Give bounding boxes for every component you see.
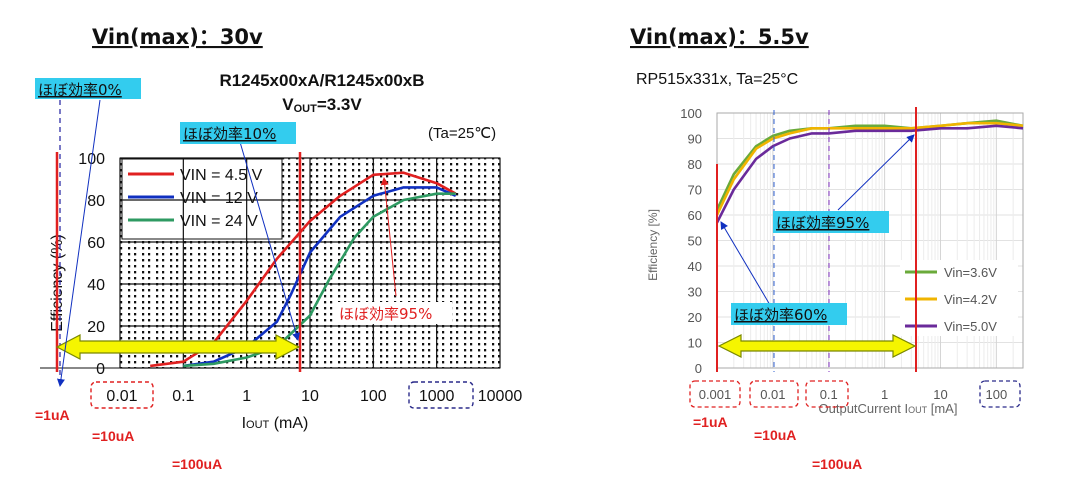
right-y-tick-label: 40 [688,259,702,274]
left-tick-box-1000 [408,381,474,409]
left-y-tick-label: 0 [96,361,105,378]
left-x-tick-label: 0.01 [106,388,137,405]
left-x-tick-label: 1000 [419,388,455,405]
left-label-0pct-bg [35,78,141,99]
right-y-ticks: 0 10 20 30 40 50 60 70 80 90 100 [680,106,702,376]
right-tick-box-100 [979,380,1021,408]
right-label-95pct: ほぼ効率95% [776,214,869,232]
right-arrow-95pct [837,134,915,211]
left-arrow-95pct [380,177,397,297]
left-label-10pct-bg [180,122,296,144]
right-note-100uA: =100uA [812,456,862,472]
right-y-tick-label: 70 [688,183,702,198]
right-heading: Vin(max)：5.5v [630,25,809,49]
right-x-axis-label: OutputCurrent IOUT [mA] [819,401,958,416]
right-x-tick-label: 0.001 [699,387,732,402]
left-y-tick-label: 60 [87,235,105,252]
left-x-tick-label: 10000 [478,388,523,405]
right-series-group [715,119,1024,224]
right-legend-label-2: Vin=5.0V [944,319,997,334]
left-y-tick-label: 40 [87,277,105,294]
right-range-arrow [717,334,917,358]
left-plot-frame [119,157,501,369]
left-arrow-10pct [239,141,300,341]
left-label-95pct-bg [336,302,452,324]
right-series-line-1 [715,121,1024,216]
right-y-axis-label: Efficiency [%] [646,209,660,281]
left-note-1uA: =1uA [35,407,70,423]
left-y-ticks: 020406080100 [78,151,105,378]
left-heading: Vin(max)：30v [92,25,263,49]
right-y-tick-label: 20 [688,310,702,325]
left-x-ticks: 0.01 0.1 1 10 100 1000 10000 [106,388,522,405]
right-x-tick-label: 0.01 [760,387,785,402]
right-y-tick-label: 50 [688,234,702,249]
right-note-10uA: =10uA [754,427,796,443]
left-tick-box-0.01 [90,381,154,409]
right-y-tick-label: 60 [688,208,702,223]
left-note-10uA: =10uA [92,428,134,444]
right-arrow-60pct [720,221,771,306]
right-x-ticks: 0.001 0.01 0.1 1 10 100 [699,387,1007,402]
left-legend-box [121,158,283,240]
right-y-tick-label: 80 [688,157,702,172]
left-label-0pct: ほぼ効率0% [38,81,122,99]
left-panel: Vin(max)：30v R1245x00xA/R1245x00xB VOUT=… [35,25,522,472]
right-x-tick-label: 10 [933,387,947,402]
right-label-60pct: ほぼ効率60% [734,306,827,324]
left-x-tick-label: 10 [301,388,319,405]
left-chart-title-line2: VOUT=3.3V [282,95,362,115]
left-label-95pct: ほぼ効率95% [339,305,432,323]
left-y-tick-label: 80 [87,193,105,210]
left-y-tick-label: 20 [87,319,105,336]
left-label-10pct: ほぼ効率10% [183,125,276,143]
right-legend-label-0: Vin=3.6V [944,265,997,280]
left-chart-title-line1: R1245x00xA/R1245x00xB [219,71,424,90]
left-arrow-0pct [57,99,101,387]
left-x-tick-label: 1 [242,388,251,405]
right-y-tick-label: 90 [688,132,702,147]
left-series-line-2 [183,192,456,368]
left-legend: VIN = 4.5 V VIN = 12 V VIN = 24 V [128,167,263,230]
right-y-tick-label: 30 [688,285,702,300]
right-tick-box-0.001 [689,380,741,408]
left-note-100uA: =100uA [172,456,222,472]
right-y-tick-label: 0 [695,361,702,376]
right-panel: Vin(max)：5.5v RP515x331x, Ta=25°C Vin=3.… [630,25,1024,472]
right-series-line-2 [715,124,1024,224]
left-x-tick-label: 100 [360,388,387,405]
right-tick-box-0.01 [749,380,799,408]
right-legend-label-1: Vin=4.2V [944,292,997,307]
right-label-60pct-bg [731,303,847,325]
left-legend-label-2: VIN = 24 V [180,213,258,230]
right-x-tick-label: 100 [985,387,1007,402]
left-x-axis-label: IOUT (mA) [242,415,309,432]
right-legend: Vin=3.6V Vin=4.2V Vin=5.0V [905,265,997,334]
right-x-tick-label: 1 [881,387,888,402]
left-x-tick-label: 0.1 [172,388,194,405]
right-plot-area: Vin=3.6V Vin=4.2V Vin=5.0V 0 10 20 30 40 50 60 70… [680,106,1024,402]
right-x-tick-label: 0.1 [820,387,838,402]
left-condition: (Ta=25℃) [428,125,496,142]
right-tick-box-0.1 [805,380,849,408]
left-legend-label-1: VIN = 12 V [180,190,258,207]
right-chart-title: RP515x331x, Ta=25°C [636,71,798,88]
right-label-95pct-bg [773,211,889,233]
left-range-arrow [55,334,301,360]
left-legend-label-0: VIN = 4.5 V [180,167,263,184]
right-y-tick-label: 100 [680,106,702,121]
right-y-tick-label: 10 [688,336,702,351]
right-note-1uA: =1uA [693,414,728,430]
